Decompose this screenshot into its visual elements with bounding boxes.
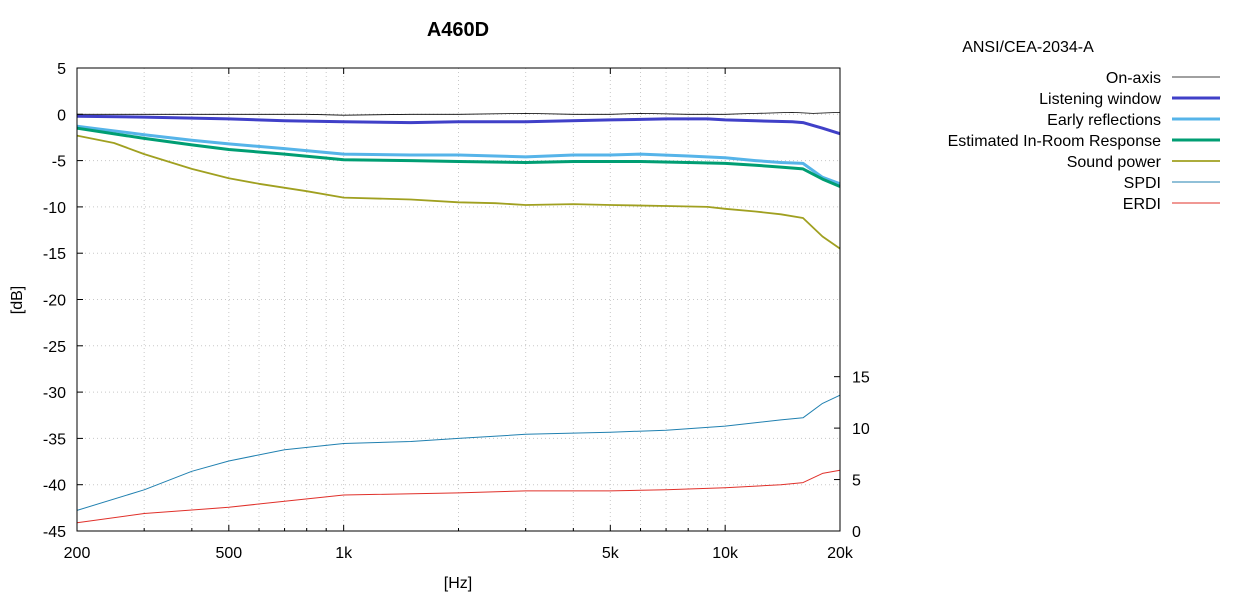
legend-label-listening-window: Listening window xyxy=(1039,91,1161,108)
x-tick-label: 1k xyxy=(335,545,353,562)
series-line-erdi xyxy=(76,469,841,524)
y-tick-label: 5 xyxy=(57,61,66,78)
x-tick-label: 200 xyxy=(64,545,91,562)
y-axis-label: [dB] xyxy=(9,286,26,314)
axis-ticks: 200 500 1k 5k 10k 20k 5 0 -5 -10 -15 -20 -25 -30 -35 -4… xyxy=(43,61,870,562)
series-line-on-axis xyxy=(77,112,841,116)
series-lines xyxy=(76,112,841,524)
y2-tick-label: 15 xyxy=(852,370,870,387)
y-tick-label: -35 xyxy=(43,431,66,448)
y2-tick-label: 0 xyxy=(852,524,861,541)
x-tick-label: 500 xyxy=(215,545,242,562)
series-line-sound-power xyxy=(76,134,841,250)
y-tick-label: -10 xyxy=(43,200,66,217)
x-axis-label: [Hz] xyxy=(444,575,472,592)
y-tick-label: -5 xyxy=(52,154,66,171)
y-tick-label: 0 xyxy=(57,107,66,124)
series-line-early-reflections xyxy=(76,124,841,186)
y-tick-label: -45 xyxy=(43,524,66,541)
chart-title: A460D xyxy=(427,19,489,41)
y2-tick-label: 5 xyxy=(852,473,861,490)
y-tick-label: -40 xyxy=(43,478,66,495)
y-tick-label: -15 xyxy=(43,246,66,263)
legend-label-early-reflections: Early reflections xyxy=(1047,112,1161,129)
legend-label-sound-power: Sound power xyxy=(1067,154,1162,171)
y-tick-label: -30 xyxy=(43,385,66,402)
y-tick-label: -20 xyxy=(43,293,66,310)
x-tick-label: 10k xyxy=(712,545,739,562)
legend-label-on-axis: On-axis xyxy=(1106,70,1161,87)
series-line-listening-window xyxy=(76,114,841,136)
y-tick-label: -25 xyxy=(43,339,66,356)
legend: On-axis Listening window Early reflections… xyxy=(948,70,1220,213)
series-line-spdi xyxy=(76,394,841,511)
x-tick-label: 5k xyxy=(602,545,620,562)
series-line-estimated-in-room-response xyxy=(76,126,841,188)
x-tick-label: 20k xyxy=(827,545,854,562)
gridlines xyxy=(77,68,840,531)
legend-label-estimated-in-room-response: Estimated In-Room Response xyxy=(948,133,1162,150)
y2-tick-label: 10 xyxy=(852,421,870,438)
legend-label-erdi: ERDI xyxy=(1123,196,1161,213)
legend-title: ANSI/CEA-2034-A xyxy=(962,39,1094,56)
legend-label-spdi: SPDI xyxy=(1124,175,1161,192)
